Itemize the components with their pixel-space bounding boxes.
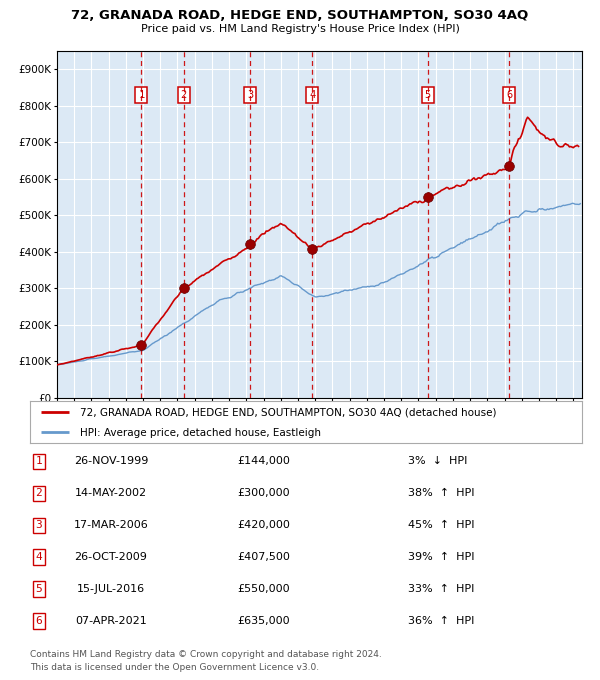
Text: 14-MAY-2002: 14-MAY-2002 xyxy=(75,488,147,498)
Text: £300,000: £300,000 xyxy=(238,488,290,498)
Text: 15-JUL-2016: 15-JUL-2016 xyxy=(77,584,145,594)
Text: 4: 4 xyxy=(35,552,43,562)
Text: 39%  ↑  HPI: 39% ↑ HPI xyxy=(408,552,475,562)
Text: 33%  ↑  HPI: 33% ↑ HPI xyxy=(408,584,475,594)
Text: £550,000: £550,000 xyxy=(238,584,290,594)
Text: 1: 1 xyxy=(138,90,145,100)
Text: 07-APR-2021: 07-APR-2021 xyxy=(75,616,147,626)
Text: Contains HM Land Registry data © Crown copyright and database right 2024.: Contains HM Land Registry data © Crown c… xyxy=(30,649,382,659)
Text: 72, GRANADA ROAD, HEDGE END, SOUTHAMPTON, SO30 4AQ (detached house): 72, GRANADA ROAD, HEDGE END, SOUTHAMPTON… xyxy=(80,407,496,418)
Text: 26-NOV-1999: 26-NOV-1999 xyxy=(74,456,148,466)
Text: 1: 1 xyxy=(35,456,43,466)
Text: £420,000: £420,000 xyxy=(238,520,290,530)
Text: 3: 3 xyxy=(35,520,43,530)
Text: 17-MAR-2006: 17-MAR-2006 xyxy=(74,520,148,530)
Text: 3: 3 xyxy=(247,90,253,100)
Text: 5: 5 xyxy=(425,90,431,100)
Text: This data is licensed under the Open Government Licence v3.0.: This data is licensed under the Open Gov… xyxy=(30,663,319,673)
Text: £635,000: £635,000 xyxy=(238,616,290,626)
Text: Price paid vs. HM Land Registry's House Price Index (HPI): Price paid vs. HM Land Registry's House … xyxy=(140,24,460,34)
Text: 36%  ↑  HPI: 36% ↑ HPI xyxy=(408,616,475,626)
Text: £144,000: £144,000 xyxy=(238,456,290,466)
Text: 2: 2 xyxy=(181,90,187,100)
Text: 38%  ↑  HPI: 38% ↑ HPI xyxy=(408,488,475,498)
Text: 2: 2 xyxy=(35,488,43,498)
Text: 6: 6 xyxy=(35,616,43,626)
Text: HPI: Average price, detached house, Eastleigh: HPI: Average price, detached house, East… xyxy=(80,428,320,438)
Text: 45%  ↑  HPI: 45% ↑ HPI xyxy=(408,520,475,530)
Text: £407,500: £407,500 xyxy=(238,552,290,562)
Text: 72, GRANADA ROAD, HEDGE END, SOUTHAMPTON, SO30 4AQ: 72, GRANADA ROAD, HEDGE END, SOUTHAMPTON… xyxy=(71,9,529,22)
Text: 3%  ↓  HPI: 3% ↓ HPI xyxy=(408,456,467,466)
Text: 6: 6 xyxy=(506,90,512,100)
Text: 26-OCT-2009: 26-OCT-2009 xyxy=(74,552,148,562)
Text: 4: 4 xyxy=(309,90,315,100)
Text: 5: 5 xyxy=(35,584,43,594)
